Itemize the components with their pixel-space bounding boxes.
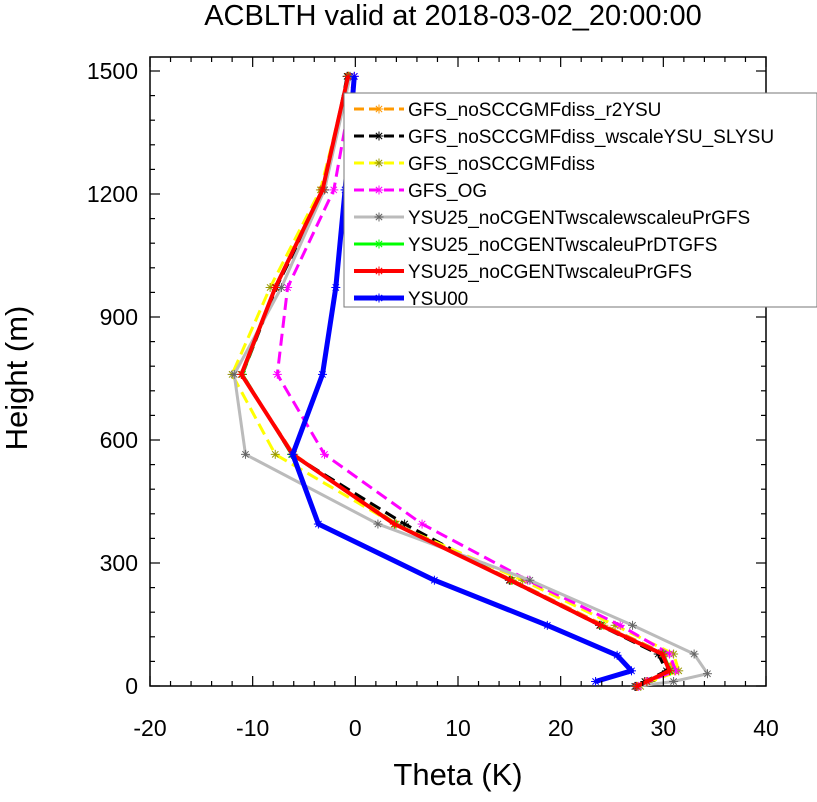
legend: GFS_noSCCGMFdiss_r2YSU GFS_noSCCGMFdiss_w…: [343, 92, 817, 310]
legend-entry: GFS_noSCCGMFdiss: [354, 154, 595, 175]
data-point: [240, 449, 250, 459]
data-point: [317, 185, 327, 195]
x-tick-label: 30: [651, 715, 677, 741]
legend-marker: [374, 158, 384, 168]
data-point: [313, 519, 323, 529]
chart-title: ACBLTH valid at 2018-03-02_20:00:00: [204, 0, 702, 32]
legend-marker: [374, 131, 384, 141]
data-point: [612, 650, 622, 660]
series-line: [230, 75, 681, 688]
legend-marker: [374, 266, 384, 276]
x-axis-label: Theta (K): [393, 757, 522, 792]
x-tick-label: 0: [349, 715, 362, 741]
x-tick-label: -20: [133, 715, 166, 741]
y-tick-label: 300: [100, 550, 138, 576]
y-tick-label: 600: [100, 427, 138, 453]
data-point: [270, 449, 280, 459]
data-point: [642, 676, 652, 686]
legend-entry: YSU00: [354, 289, 468, 310]
data-point: [331, 282, 341, 292]
legend-label: YSU00: [408, 289, 468, 310]
data-point: [320, 449, 330, 459]
y-tick-label: 900: [100, 304, 138, 330]
y-tick-label: 0: [125, 673, 138, 699]
legend-entry: GFS_noSCCGMFdiss_r2YSU: [354, 100, 661, 121]
legend-marker: [374, 185, 384, 195]
data-point: [349, 71, 359, 81]
data-point: [288, 449, 298, 459]
legend-box: [343, 92, 817, 308]
legend-label: YSU25_noCGENTwscalewscaleuPrGFS: [408, 208, 750, 229]
legend-label: GFS_noSCCGMFdiss: [408, 154, 595, 175]
legend-label: GFS_OG: [408, 181, 487, 202]
data-point: [317, 369, 327, 379]
data-point: [373, 519, 383, 529]
data-point: [270, 282, 280, 292]
legend-label: GFS_noSCCGMFdiss_wscaleYSU_SLYSU: [408, 127, 774, 148]
data-point: [525, 575, 535, 585]
data-point: [389, 519, 399, 529]
series-line: [275, 76, 678, 688]
legend-label: YSU25_noCGENTwscaleuPrDTGFS: [408, 235, 717, 256]
ticks-layer: -20 -10 0 10 20 30 40 0 300 600 900 1200 1500: [87, 57, 779, 741]
legend-marker: [374, 239, 384, 249]
data-point: [542, 620, 552, 630]
data-point: [702, 669, 712, 679]
legend-marker: [374, 104, 384, 114]
y-tick-label: 1200: [87, 181, 138, 207]
x-tick-label: 10: [445, 715, 471, 741]
data-point: [429, 575, 439, 585]
data-point: [689, 649, 699, 659]
x-tick-label: -10: [236, 715, 269, 741]
data-point: [505, 575, 515, 585]
legend-entry: YSU25_noCGENTwscaleuPrDTGFS: [354, 235, 717, 256]
data-point: [236, 369, 246, 379]
series-layer: [227, 71, 712, 691]
data-point: [400, 519, 410, 529]
legend-entry: YSU25_noCGENTwscaleuPrGFS: [354, 262, 692, 283]
data-point: [591, 676, 601, 686]
legend-marker: [374, 293, 384, 303]
x-tick-label: 20: [548, 715, 574, 741]
data-point: [632, 681, 642, 691]
data-point: [669, 676, 679, 686]
legend-marker: [374, 212, 384, 222]
data-point: [628, 620, 638, 630]
legend-entry: YSU25_noCGENTwscalewscaleuPrGFS: [354, 208, 750, 229]
y-tick-label: 1500: [87, 58, 138, 84]
legend-label: YSU25_noCGENTwscaleuPrGFS: [408, 262, 692, 283]
data-point: [272, 369, 282, 379]
series-line: [239, 75, 672, 689]
data-point: [417, 519, 427, 529]
series-7: [288, 71, 637, 686]
legend-entry: GFS_OG: [354, 181, 487, 202]
data-point: [657, 649, 667, 659]
data-point: [627, 666, 637, 676]
data-point: [615, 620, 625, 630]
data-point: [664, 666, 674, 676]
data-point: [596, 620, 606, 630]
series-6: [236, 71, 674, 691]
x-tick-label: 40: [753, 715, 779, 741]
data-point: [329, 185, 339, 195]
legend-entry: GFS_noSCCGMFdiss_wscaleYSU_SLYSU: [354, 127, 774, 148]
y-axis-label: Height (m): [0, 306, 34, 451]
legend-label: GFS_noSCCGMFdiss_r2YSU: [408, 100, 661, 121]
